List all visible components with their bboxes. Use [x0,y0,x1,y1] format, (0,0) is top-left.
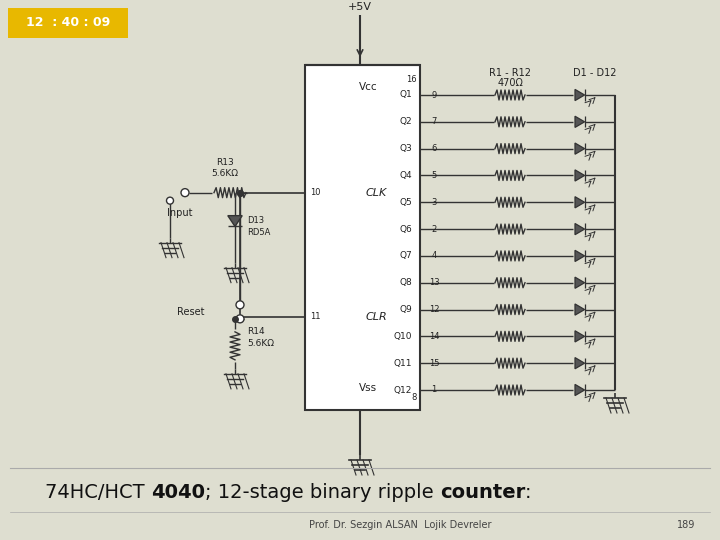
Text: Q7: Q7 [400,252,412,260]
Text: Q1: Q1 [400,91,412,99]
Text: R14: R14 [247,327,265,336]
Text: Q12: Q12 [394,386,412,395]
Text: 15: 15 [428,359,439,368]
Text: 7: 7 [431,117,437,126]
Text: Q11: Q11 [394,359,412,368]
Text: D13: D13 [247,216,264,225]
Text: Vss: Vss [359,383,377,393]
Text: ; 12-stage binary ripple: ; 12-stage binary ripple [205,483,440,502]
Text: Q10: Q10 [394,332,412,341]
Text: 6: 6 [431,144,437,153]
Text: 470Ω: 470Ω [497,78,523,88]
Text: Q2: Q2 [400,117,412,126]
Text: R1 - R12: R1 - R12 [489,68,531,78]
Text: 3: 3 [431,198,437,207]
Polygon shape [575,116,585,127]
Text: 9: 9 [431,91,436,99]
Text: R13: R13 [216,158,234,167]
Text: 1: 1 [431,386,436,395]
Text: 2: 2 [431,225,436,234]
Bar [8,8,128,38]
Polygon shape [575,304,585,315]
Text: 189: 189 [677,520,695,530]
Text: CLK: CLK [366,187,387,198]
Text: 5.6KΩ: 5.6KΩ [212,169,238,178]
Text: 14: 14 [428,332,439,341]
Polygon shape [575,90,585,100]
Polygon shape [575,143,585,154]
Polygon shape [575,357,585,369]
Circle shape [236,315,244,323]
Text: 5: 5 [431,171,436,180]
Text: 16: 16 [406,76,417,84]
Text: 11: 11 [310,312,320,321]
Polygon shape [575,331,585,342]
Text: 4: 4 [431,252,436,260]
Text: Input: Input [167,208,193,218]
Text: Q4: Q4 [400,171,412,180]
Polygon shape [575,384,585,396]
Text: Q6: Q6 [400,225,412,234]
Text: Q8: Q8 [400,278,412,287]
Text: 74HC/HCT: 74HC/HCT [45,483,151,502]
Bar [305,65,420,410]
Polygon shape [575,251,585,261]
Text: counter: counter [440,483,525,502]
Text: RD5A: RD5A [247,228,271,237]
Polygon shape [228,215,242,226]
Polygon shape [575,170,585,181]
Circle shape [181,188,189,197]
Text: Reset: Reset [178,307,205,317]
Circle shape [166,197,174,204]
Text: D1 - D12: D1 - D12 [573,68,617,78]
Text: Prof. Dr. Sezgin ALSAN  Lojik Devreler: Prof. Dr. Sezgin ALSAN Lojik Devreler [309,520,491,530]
Text: :: : [525,483,531,502]
Circle shape [236,301,244,309]
Polygon shape [575,197,585,208]
Text: 8: 8 [412,394,417,402]
Text: 4040: 4040 [151,483,205,502]
Text: +5V: +5V [348,2,372,12]
Text: 12  : 40 : 09: 12 : 40 : 09 [26,17,110,30]
Text: Vcc: Vcc [359,82,377,92]
Text: CLR: CLR [366,312,387,322]
Text: 12: 12 [428,305,439,314]
Polygon shape [575,224,585,235]
Text: 13: 13 [428,278,439,287]
Polygon shape [575,277,585,288]
Text: Q3: Q3 [400,144,412,153]
Text: 5.6KΩ: 5.6KΩ [247,339,274,348]
Text: Q9: Q9 [400,305,412,314]
Text: 10: 10 [310,188,320,197]
Text: Q5: Q5 [400,198,412,207]
